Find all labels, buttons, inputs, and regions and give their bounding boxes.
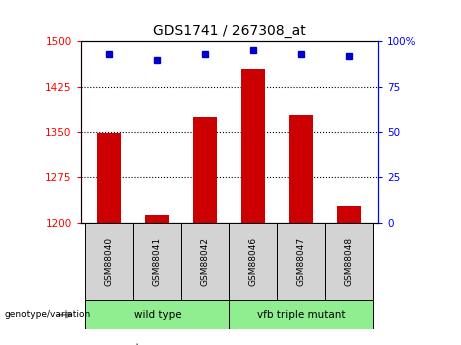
- Bar: [145, 215, 169, 223]
- Text: GSM88047: GSM88047: [297, 237, 306, 286]
- Text: GSM88046: GSM88046: [249, 237, 258, 286]
- Text: GSM88040: GSM88040: [105, 237, 114, 286]
- Bar: [85, 300, 230, 329]
- Bar: [133, 223, 181, 300]
- Text: wild type: wild type: [134, 310, 181, 320]
- Text: ■: ■: [90, 342, 101, 345]
- Bar: [325, 223, 373, 300]
- Text: genotype/variation: genotype/variation: [5, 310, 91, 319]
- Bar: [290, 115, 313, 223]
- Bar: [230, 300, 373, 329]
- Text: GSM88048: GSM88048: [345, 237, 354, 286]
- Text: vfb triple mutant: vfb triple mutant: [257, 310, 346, 320]
- Bar: [85, 223, 133, 300]
- Text: GSM88041: GSM88041: [153, 237, 162, 286]
- Text: count: count: [113, 344, 141, 345]
- Bar: [337, 206, 361, 223]
- Bar: [278, 223, 325, 300]
- Bar: [230, 223, 278, 300]
- Bar: [97, 133, 121, 223]
- Bar: [193, 117, 217, 223]
- Bar: [242, 69, 266, 223]
- Text: GSM88042: GSM88042: [201, 237, 210, 286]
- Bar: [181, 223, 230, 300]
- Title: GDS1741 / 267308_at: GDS1741 / 267308_at: [153, 23, 306, 38]
